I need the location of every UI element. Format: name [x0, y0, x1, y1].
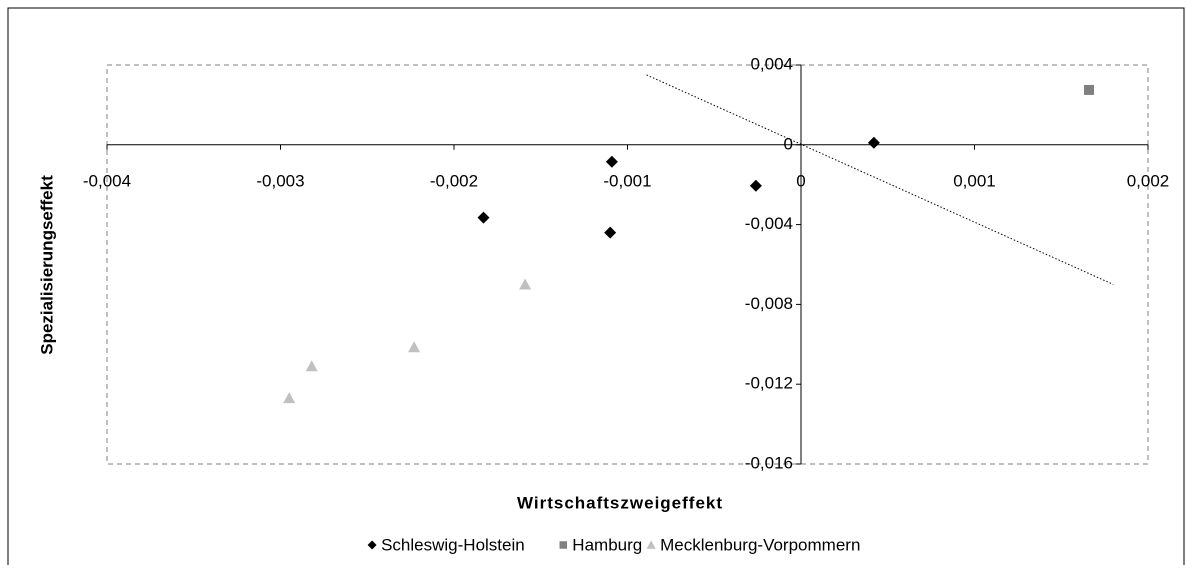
point	[604, 226, 617, 239]
legend-label: Mecklenburg-Vorpommern	[660, 535, 860, 554]
y-axis-title: Spezialisierungseffekt	[37, 175, 56, 355]
legend: Schleswig-Holstein Hamburg Mecklenburg-Vor…	[367, 535, 860, 554]
legend-marker	[646, 540, 656, 549]
y-tick-label: 0,004	[750, 54, 793, 73]
y-tick-label: -0,012	[745, 374, 793, 393]
point	[408, 341, 421, 353]
x-tick-label: -0,003	[256, 171, 304, 190]
plot-area	[106, 64, 1149, 465]
point	[519, 278, 532, 290]
legend-marker	[559, 541, 568, 549]
point	[283, 392, 296, 404]
trendline	[646, 74, 1114, 285]
legend-label: Schleswig-Holstein	[381, 535, 525, 554]
y-tick-label: -0,008	[745, 294, 793, 313]
point	[605, 155, 618, 168]
point	[867, 136, 880, 149]
x-tick-label: 0	[796, 171, 805, 190]
x-tick-label: -0,001	[603, 171, 651, 190]
y-tick-label: 0	[784, 134, 793, 153]
point	[305, 360, 318, 372]
y-tick-label: -0,016	[745, 453, 793, 472]
legend-label: Hamburg	[572, 535, 642, 554]
x-tick-label: 0,002	[1127, 171, 1170, 190]
point	[1084, 84, 1095, 95]
legend-marker	[367, 540, 377, 550]
x-axis-title: Wirtschaftszweigeffekt	[517, 493, 723, 512]
point	[749, 179, 762, 192]
x-tick-label: 0,001	[953, 171, 996, 190]
y-tick-label: -0,004	[745, 214, 793, 233]
point	[477, 211, 490, 224]
x-tick-label: -0,004	[83, 171, 131, 190]
x-tick-label: -0,002	[430, 171, 478, 190]
chart-border	[7, 7, 1185, 569]
